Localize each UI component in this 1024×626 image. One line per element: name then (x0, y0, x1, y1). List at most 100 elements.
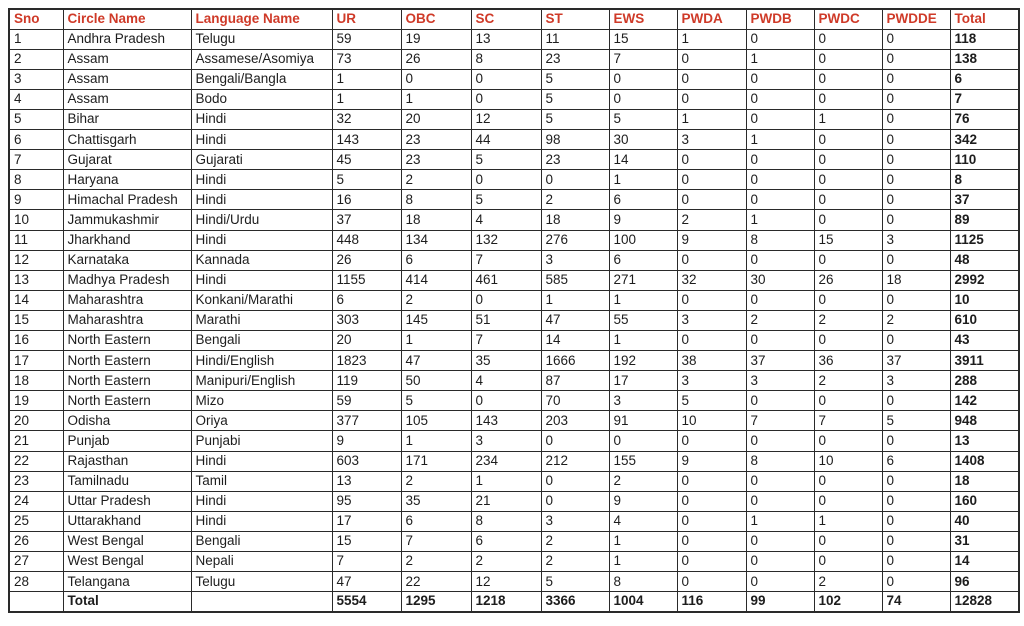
table-row: 14 Maharashtra Konkani/Marathi 6 2 0 1 1 0 0 0 0 10 (8, 289, 1020, 311)
table-cell: West Bengal (62, 551, 192, 573)
table-cell: 3 (470, 430, 542, 452)
table-cell: 4 (8, 88, 64, 110)
table-cell: 0 (745, 430, 815, 452)
table-cell: 0 (881, 129, 951, 151)
table-cell: 45 (331, 149, 402, 171)
table-cell: Haryana (62, 169, 192, 191)
table-cell: 2 (745, 309, 815, 332)
table-cell: 12 (470, 571, 542, 593)
table-cell: 0 (745, 28, 815, 50)
table-cell: 0 (745, 249, 815, 271)
table-row: 27 West Bengal Nepali 7 2 2 2 1 0 0 0 0 14 (8, 551, 1020, 573)
table-cell: Marathi (190, 309, 333, 332)
table-cell: 5 (540, 571, 610, 593)
table-cell: 0 (745, 68, 815, 90)
table-cell: 134 (400, 229, 472, 251)
table-cell: 15 (813, 229, 883, 251)
table-cell: 0 (881, 88, 951, 110)
table-cell: 0 (813, 88, 883, 110)
table-cell: 132 (470, 229, 542, 251)
table-cell: 7 (949, 88, 1020, 110)
table-cell: 0 (813, 149, 883, 171)
column-header-language-name: Language Name (190, 8, 333, 30)
table-cell: 1 (608, 169, 678, 191)
table-cell: 7 (608, 48, 678, 70)
table-cell: 2 (400, 289, 472, 311)
table-row: 6 Chattisgarh Hindi 143 23 44 98 30 3 1 0 0 342 (8, 129, 1020, 151)
table-cell: 0 (676, 530, 747, 553)
table-cell: 5554 (331, 591, 402, 613)
column-header-pwdc: PWDC (813, 8, 883, 30)
table-cell: Bengali/Bangla (190, 68, 333, 90)
table-cell: 2 (8, 48, 64, 70)
table-cell: 1 (676, 28, 747, 50)
table-cell: Jammukashmir (62, 209, 192, 231)
table-cell: 23 (400, 129, 472, 151)
table-cell: 18 (540, 209, 610, 231)
table-cell: 13 (949, 430, 1020, 452)
table-cell: Hindi (190, 490, 333, 512)
table-cell: 14 (540, 329, 610, 352)
table-cell: 119 (331, 370, 402, 392)
table-cell: 0 (881, 169, 951, 191)
table-cell: 23 (540, 149, 610, 171)
table-cell: 15 (8, 309, 64, 332)
table-cell: 0 (745, 88, 815, 110)
table-cell: 1004 (608, 591, 678, 613)
table-cell: 3 (608, 390, 678, 412)
table-cell: 15 (331, 530, 402, 553)
table-cell: 50 (400, 370, 472, 392)
table-cell: 74 (881, 591, 951, 613)
table-cell: 0 (745, 490, 815, 512)
table-cell: 0 (813, 470, 883, 492)
table-cell: 2 (608, 470, 678, 492)
table-cell: 19 (400, 28, 472, 50)
table-cell: 0 (813, 530, 883, 553)
table-cell: 7 (470, 249, 542, 271)
table-cell: 0 (470, 289, 542, 311)
table-cell: 2 (470, 551, 542, 573)
table-cell: 0 (881, 390, 951, 412)
table-cell: 0 (745, 470, 815, 492)
table-cell: 0 (608, 88, 678, 110)
table-cell: Bengali (190, 329, 333, 352)
table-cell: 2 (813, 309, 883, 332)
table-row: 18 North Eastern Manipuri/English 119 50 4 87 1… (8, 370, 1020, 392)
table-cell: 0 (676, 48, 747, 70)
column-header-ur: UR (331, 8, 402, 30)
table-cell: 23 (8, 470, 64, 492)
table-cell: 1 (745, 129, 815, 151)
table-cell: 342 (949, 129, 1020, 151)
table-cell: 0 (881, 530, 951, 553)
table-cell: 3 (676, 309, 747, 332)
table-cell: 3 (881, 229, 951, 251)
table-row: 4 Assam Bodo 1 1 0 5 0 0 0 0 0 7 (8, 88, 1020, 110)
table-cell: 47 (400, 350, 472, 372)
table-cell: 2 (881, 309, 951, 332)
table-cell: 0 (745, 530, 815, 553)
table-cell: 448 (331, 229, 402, 251)
table-cell: Bodo (190, 88, 333, 110)
table-cell: 461 (470, 269, 542, 291)
table-cell: 610 (949, 309, 1020, 332)
column-header-obc: OBC (400, 8, 472, 30)
table-cell: 603 (331, 450, 402, 472)
table-cell: Maharashtra (62, 289, 192, 311)
table-cell: 1 (745, 209, 815, 231)
table-cell: 37 (745, 350, 815, 372)
table-cell: 102 (813, 591, 883, 613)
table-cell: 11 (8, 229, 64, 251)
table-cell: 13 (331, 470, 402, 492)
table-cell: 8 (745, 229, 815, 251)
table-cell: 234 (470, 450, 542, 472)
table-cell: 18 (881, 269, 951, 291)
table-cell: 0 (813, 329, 883, 352)
table-cell: 10 (949, 289, 1020, 311)
table-cell: 9 (676, 229, 747, 251)
table-cell: 2 (676, 209, 747, 231)
table-cell: 2 (813, 370, 883, 392)
table-cell: 3911 (949, 350, 1020, 372)
recruitment-table: Sno Circle Name Language Name UR OBC SC ST EWS P… (8, 8, 1020, 613)
table-cell: 118 (949, 28, 1020, 50)
table-cell: 32 (676, 269, 747, 291)
